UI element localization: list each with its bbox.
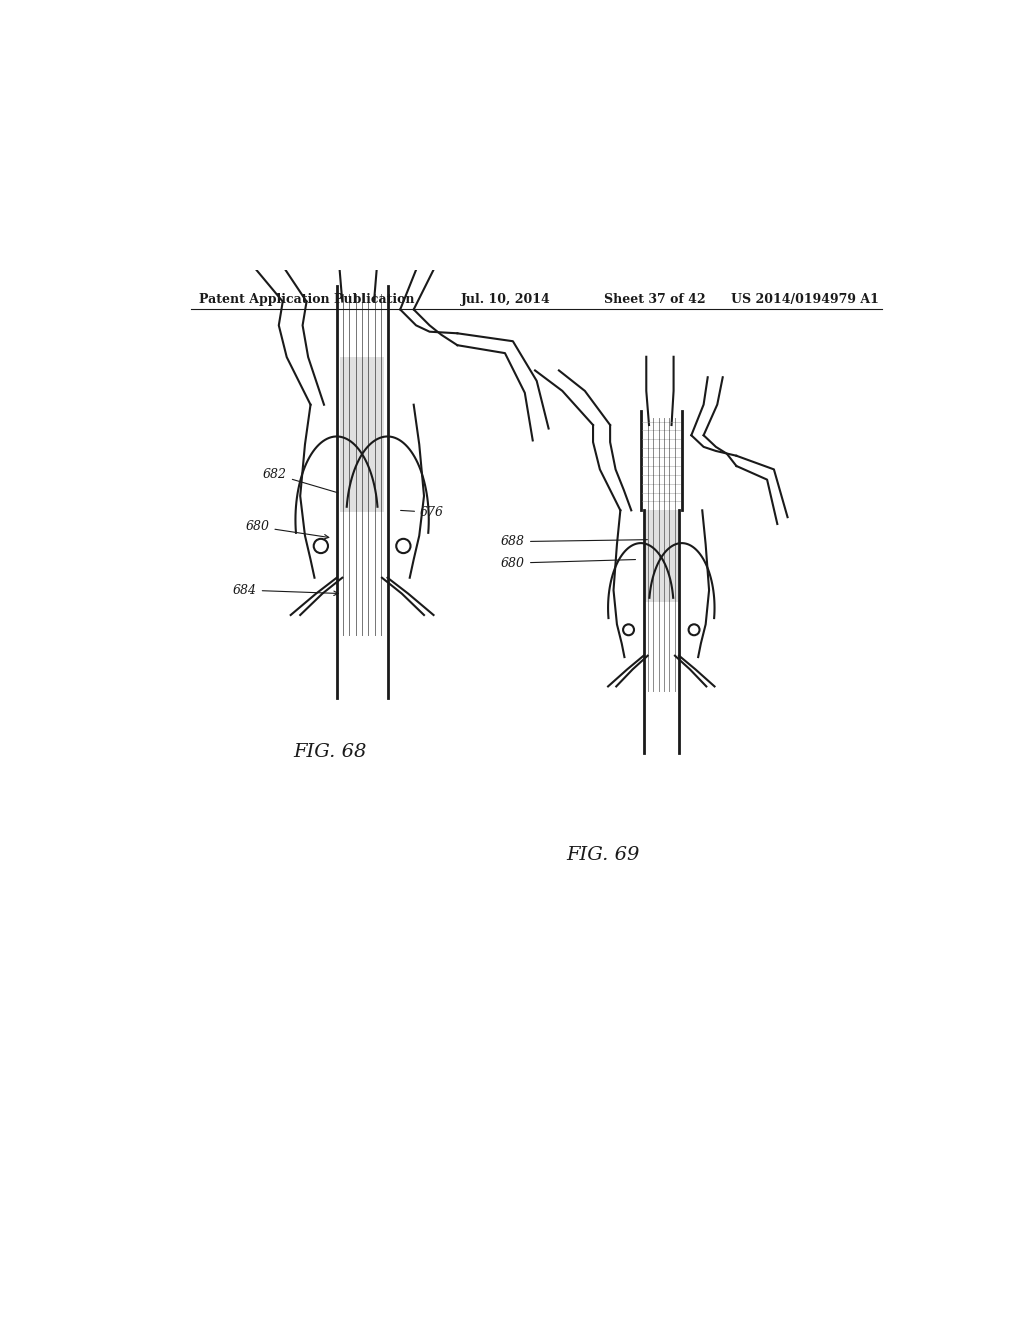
Text: Patent Application Publication: Patent Application Publication	[200, 293, 415, 306]
Text: 682: 682	[263, 467, 338, 492]
Text: 680: 680	[501, 557, 636, 570]
Text: 684: 684	[232, 583, 338, 597]
Text: FIG. 69: FIG. 69	[566, 846, 639, 865]
Text: Jul. 10, 2014: Jul. 10, 2014	[461, 293, 551, 306]
Text: US 2014/0194979 A1: US 2014/0194979 A1	[731, 293, 879, 306]
Text: Sheet 37 of 42: Sheet 37 of 42	[604, 293, 706, 306]
Text: 676: 676	[400, 506, 444, 519]
Bar	[645, 511, 678, 602]
Text: FIG. 68: FIG. 68	[294, 743, 367, 762]
Text: 680: 680	[246, 520, 329, 539]
Bar	[340, 358, 384, 512]
Text: 688: 688	[501, 535, 647, 548]
